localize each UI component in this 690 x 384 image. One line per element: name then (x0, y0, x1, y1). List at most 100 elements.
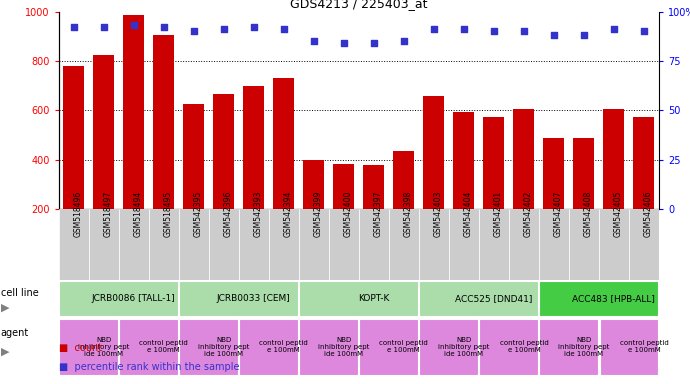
Point (518, 28, 529, 35)
Bar (208, 209, 239, 280)
Bar (304, 160, 324, 209)
Text: GSM518496: GSM518496 (74, 191, 83, 237)
Bar (333, 164, 354, 209)
Text: GSM542402: GSM542402 (524, 191, 533, 237)
Bar (420, 319, 478, 374)
Text: ACC525 [DND41]: ACC525 [DND41] (455, 294, 533, 303)
Bar (299, 319, 358, 374)
Text: GSM518497: GSM518497 (104, 191, 112, 237)
Bar (149, 209, 179, 280)
Bar (359, 319, 418, 374)
Bar (364, 165, 384, 209)
Bar (179, 281, 298, 316)
Point (278, 26, 289, 32)
Text: GSM542397: GSM542397 (374, 191, 383, 237)
Bar (328, 209, 359, 280)
Bar (179, 319, 238, 374)
Bar (299, 209, 328, 280)
Text: ■  count: ■ count (59, 343, 102, 353)
Text: GSM542403: GSM542403 (434, 191, 443, 237)
Text: control peptid
e 100mM: control peptid e 100mM (139, 340, 188, 353)
Bar (540, 319, 598, 374)
Text: ACC483 [HPB-ALL]: ACC483 [HPB-ALL] (573, 294, 655, 303)
Text: control peptid
e 100mM: control peptid e 100mM (500, 340, 549, 353)
Text: NBD
inhibitory pept
ide 100mM: NBD inhibitory pept ide 100mM (318, 336, 369, 357)
Bar (239, 319, 298, 374)
Bar (540, 281, 658, 316)
Point (458, 26, 469, 32)
Bar (153, 35, 174, 209)
Point (549, 32, 560, 38)
Point (68, 24, 79, 30)
Text: GSM542396: GSM542396 (224, 191, 233, 237)
Bar (484, 117, 504, 209)
Bar (239, 209, 269, 280)
Text: GSM542393: GSM542393 (254, 191, 263, 237)
Bar (299, 281, 418, 316)
Point (218, 26, 229, 32)
Bar (179, 209, 209, 280)
Bar (479, 209, 509, 280)
Bar (420, 281, 538, 316)
Point (428, 26, 440, 32)
Text: KOPT-K: KOPT-K (358, 294, 389, 303)
Text: GSM518495: GSM518495 (164, 191, 172, 237)
Bar (424, 96, 444, 209)
Text: control peptid
e 100mM: control peptid e 100mM (259, 340, 308, 353)
Bar (419, 209, 449, 280)
Text: GSM542408: GSM542408 (584, 191, 593, 237)
Text: NBD
inhibitory pept
ide 100mM: NBD inhibitory pept ide 100mM (78, 336, 129, 357)
Text: cell line: cell line (1, 288, 39, 298)
Bar (124, 15, 144, 209)
Bar (273, 78, 294, 209)
Bar (213, 94, 234, 209)
Text: NBD
inhibitory pept
ide 100mM: NBD inhibitory pept ide 100mM (198, 336, 249, 357)
Bar (633, 117, 654, 209)
Bar (59, 281, 178, 316)
Text: GSM542404: GSM542404 (464, 191, 473, 237)
Text: agent: agent (1, 328, 29, 338)
Text: NBD
inhibitory pept
ide 100mM: NBD inhibitory pept ide 100mM (438, 336, 489, 357)
Bar (453, 112, 474, 209)
Text: GSM542401: GSM542401 (494, 191, 503, 237)
Bar (389, 209, 419, 280)
Bar (599, 209, 629, 280)
Point (248, 24, 259, 30)
Point (398, 38, 409, 44)
Bar (569, 209, 599, 280)
Title: GDS4213 / 225403_at: GDS4213 / 225403_at (290, 0, 428, 10)
Text: GSM542405: GSM542405 (614, 191, 623, 237)
Text: GSM542407: GSM542407 (554, 191, 563, 237)
Bar (539, 209, 569, 280)
Bar (59, 209, 88, 280)
Point (158, 24, 169, 30)
Bar (184, 104, 204, 209)
Bar (513, 109, 534, 209)
Bar (119, 209, 149, 280)
Bar (88, 209, 119, 280)
Bar (393, 151, 414, 209)
Text: ▶: ▶ (1, 346, 9, 356)
Text: ▶: ▶ (1, 303, 9, 313)
Bar (119, 319, 178, 374)
Text: JCRB0086 [TALL-1]: JCRB0086 [TALL-1] (92, 294, 175, 303)
Bar (449, 209, 479, 280)
Point (128, 22, 139, 28)
Bar (269, 209, 299, 280)
Bar (359, 209, 388, 280)
Bar (59, 319, 118, 374)
Bar (480, 319, 538, 374)
Point (609, 26, 620, 32)
Point (308, 38, 319, 44)
Text: control peptid
e 100mM: control peptid e 100mM (380, 340, 428, 353)
Point (638, 28, 649, 35)
Text: GSM542400: GSM542400 (344, 191, 353, 237)
Bar (244, 86, 264, 209)
Text: GSM542395: GSM542395 (194, 191, 203, 237)
Bar (629, 209, 659, 280)
Point (489, 28, 500, 35)
Bar (93, 55, 114, 209)
Bar (573, 137, 594, 209)
Text: GSM542394: GSM542394 (284, 191, 293, 237)
Point (188, 28, 199, 35)
